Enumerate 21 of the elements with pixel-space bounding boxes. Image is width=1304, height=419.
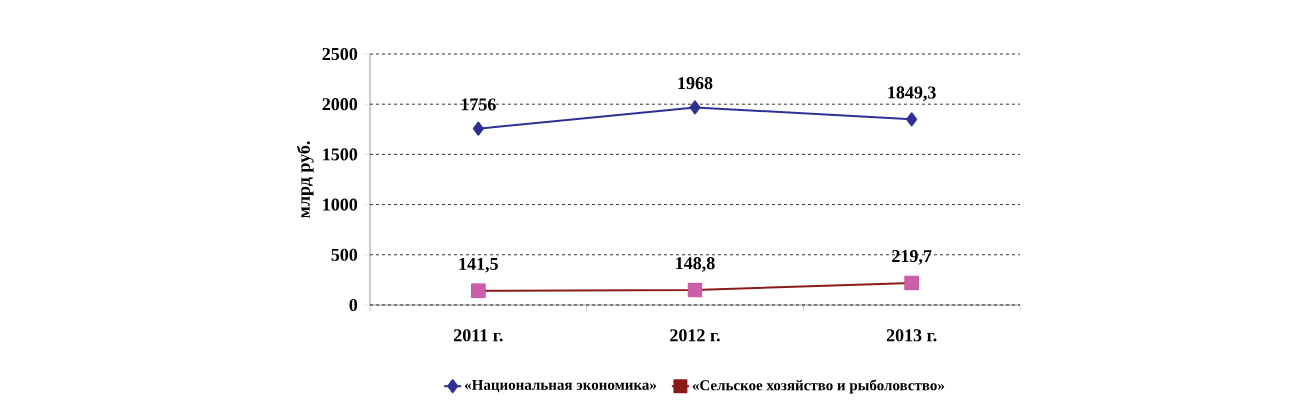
data-label: 141,5 [459, 257, 498, 273]
data-label: 1756 [461, 98, 496, 111]
data-label: 1849,3 [888, 86, 936, 102]
x-tick-label: 2011 г. [454, 329, 503, 342]
point [906, 112, 918, 127]
legend-label: «Национальная экономика» [464, 379, 657, 393]
point [472, 121, 484, 136]
data-label: 1968 [678, 77, 713, 90]
data-label: 148,8 [676, 257, 715, 272]
y-tick-label: 500 [331, 248, 358, 261]
y-tick-label: 1000 [323, 198, 358, 211]
y-tick-label: 2500 [322, 47, 358, 61]
data-label: 219,7 [892, 250, 932, 265]
point [689, 100, 701, 115]
y-tick-label: 0 [349, 298, 358, 312]
y-tick-label: 2000 [322, 98, 358, 111]
x-tick-label: 2012 г. [670, 329, 720, 342]
y-tick-label: 1500 [323, 148, 358, 161]
x-tick-label: 2013 г. [886, 329, 937, 342]
legend-label: «Сельское хозяйство и рыболовство» [692, 379, 945, 394]
y-axis-title: млрд руб. [296, 141, 314, 218]
